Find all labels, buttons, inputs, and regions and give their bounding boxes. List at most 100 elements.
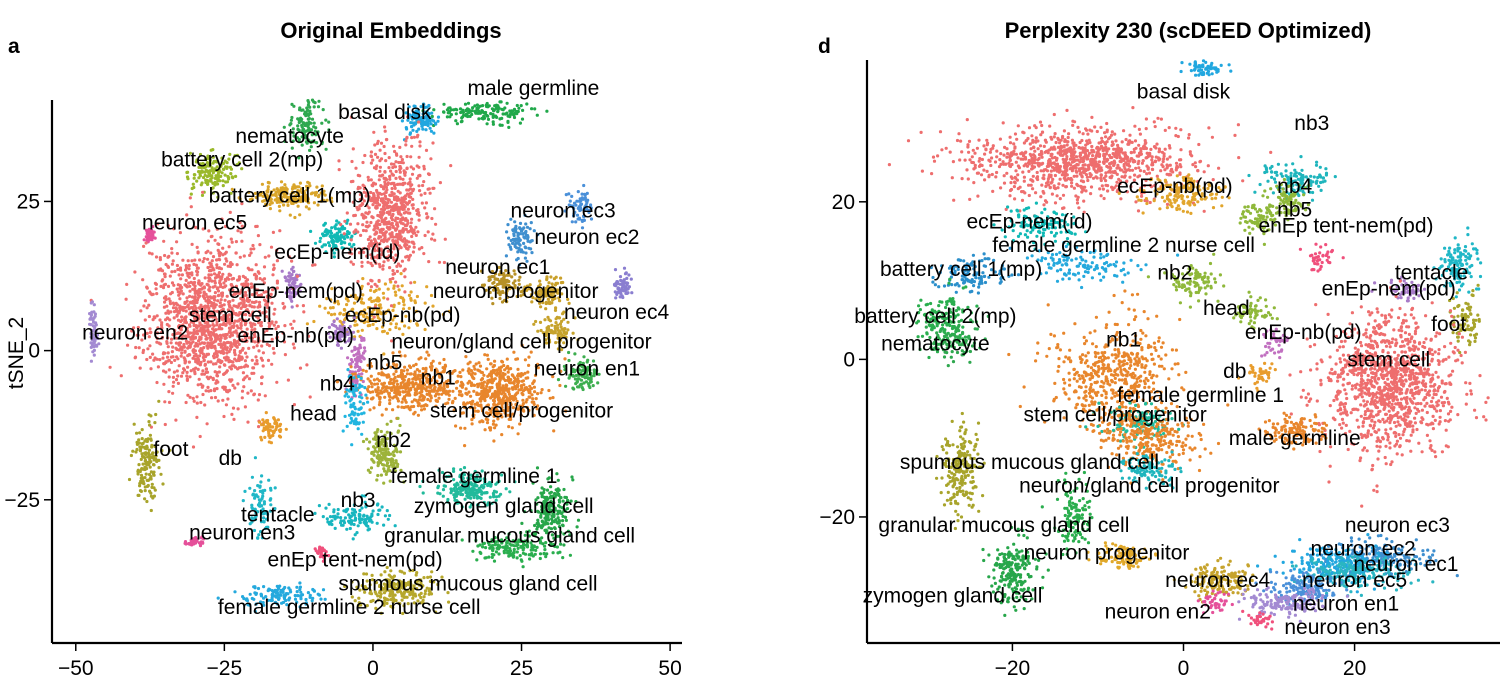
data-point	[512, 381, 516, 385]
data-point	[396, 405, 400, 409]
data-point	[90, 300, 94, 304]
data-point	[199, 400, 203, 405]
data-point	[498, 367, 502, 371]
data-point	[333, 312, 337, 316]
data-point	[433, 238, 437, 242]
data-point	[304, 136, 308, 140]
data-point	[161, 356, 165, 360]
data-point	[419, 193, 423, 197]
data-point	[420, 390, 424, 394]
data-point	[197, 288, 201, 292]
data-point	[213, 298, 217, 302]
data-point	[519, 384, 523, 388]
data-point	[355, 362, 359, 366]
data-point	[195, 245, 199, 249]
data-point	[463, 426, 467, 430]
data-point	[252, 247, 256, 251]
data-point	[171, 345, 175, 349]
data-point	[388, 232, 392, 236]
data-point	[201, 369, 205, 373]
data-point	[493, 104, 497, 108]
data-point	[305, 141, 309, 145]
data-point	[381, 330, 385, 334]
data-point	[337, 168, 341, 172]
data-point	[176, 374, 180, 378]
data-point	[471, 106, 475, 110]
data-point	[416, 116, 421, 120]
data-point	[421, 102, 426, 106]
data-point	[426, 172, 431, 176]
data-point	[434, 222, 438, 226]
data-point	[378, 396, 382, 400]
data-point	[526, 370, 530, 374]
data-point	[485, 353, 489, 357]
data-point	[539, 391, 543, 395]
data-point	[395, 382, 400, 386]
data-point	[614, 296, 618, 300]
data-point	[92, 353, 96, 357]
data-point	[375, 284, 379, 288]
data-point	[356, 427, 360, 431]
data-point	[404, 405, 408, 409]
data-point	[307, 126, 311, 130]
panel-a-y-axis-label: tSNE_2	[5, 317, 28, 389]
data-point	[493, 426, 497, 430]
data-point	[283, 353, 287, 357]
data-point	[429, 122, 433, 126]
data-point	[396, 284, 400, 288]
data-point	[538, 320, 543, 324]
data-point	[219, 298, 223, 302]
data-point	[356, 329, 360, 333]
data-point	[370, 385, 374, 389]
data-point	[378, 222, 382, 227]
data-point	[254, 355, 258, 359]
data-point	[235, 359, 239, 363]
data-point	[186, 393, 190, 397]
data-point	[520, 117, 525, 121]
data-point	[167, 375, 171, 379]
data-point	[209, 389, 213, 393]
data-point	[516, 238, 521, 243]
data-point	[446, 392, 450, 396]
data-point	[399, 160, 403, 164]
data-point	[197, 170, 201, 174]
data-point	[141, 278, 145, 282]
data-point	[475, 103, 479, 107]
data-point	[519, 104, 523, 108]
data-point	[383, 151, 387, 156]
data-point	[182, 356, 186, 360]
data-point	[208, 261, 212, 265]
data-point	[170, 290, 174, 295]
data-point	[486, 105, 490, 109]
data-point	[170, 251, 174, 255]
data-point	[224, 257, 228, 261]
data-point	[172, 370, 176, 374]
data-point	[483, 428, 487, 432]
data-point	[144, 241, 148, 245]
data-point	[201, 161, 205, 166]
data-point	[171, 391, 175, 395]
data-point	[185, 296, 189, 300]
data-point	[354, 166, 358, 170]
data-point	[195, 415, 199, 419]
data-point	[230, 412, 234, 416]
data-point	[401, 216, 405, 220]
data-point	[198, 363, 202, 367]
data-point	[222, 351, 226, 355]
data-point	[229, 237, 233, 241]
data-point	[467, 379, 472, 383]
data-point	[436, 119, 440, 123]
data-point	[371, 216, 375, 220]
data-point	[442, 110, 446, 114]
data-point	[405, 246, 409, 250]
data-point	[165, 316, 169, 320]
data-point	[512, 115, 517, 120]
data-point	[300, 123, 304, 127]
data-point	[286, 378, 290, 382]
data-point	[627, 273, 631, 277]
data-point	[488, 386, 492, 390]
data-point	[204, 389, 208, 393]
data-point	[208, 265, 213, 269]
data-point	[407, 105, 411, 109]
data-point	[425, 216, 429, 220]
